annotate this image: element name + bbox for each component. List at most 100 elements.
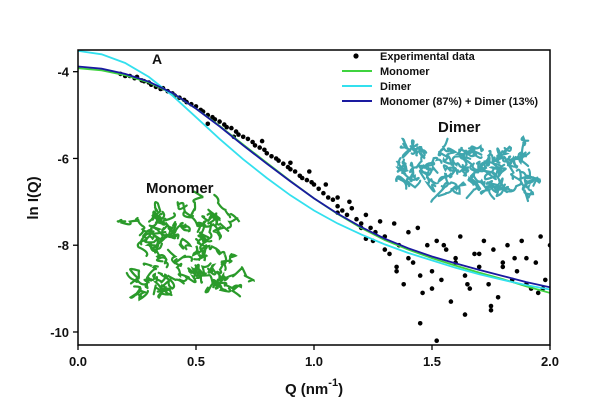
experimental-point [335, 203, 340, 209]
experimental-point [415, 225, 421, 231]
dimer-structure-image [395, 135, 542, 203]
x-axis-title-superscript: -1 [328, 377, 338, 389]
experimental-point [257, 145, 263, 150]
experimental-point [316, 186, 322, 192]
experimental-point [394, 269, 399, 274]
experimental-point [335, 195, 340, 200]
experimental-point [368, 225, 373, 231]
experimental-point [262, 147, 267, 153]
experimental-point [519, 238, 524, 244]
experimental-point [382, 247, 388, 252]
experimental-point [535, 290, 541, 296]
experimental-point [394, 264, 399, 270]
y-tick-label: -6 [57, 151, 69, 166]
experimental-point [476, 251, 482, 257]
experimental-point [240, 134, 246, 140]
experimental-point [514, 269, 520, 274]
experimental-point [354, 216, 359, 222]
experimental-point [462, 273, 468, 278]
legend-entry: Experimental data [380, 51, 476, 63]
experimental-point [307, 169, 312, 174]
experimental-point [269, 154, 274, 159]
experimental-point [340, 208, 345, 213]
x-axis-title-close: ) [338, 381, 343, 398]
experimental-point [462, 312, 468, 317]
experimental-point [264, 151, 270, 156]
experimental-point [250, 139, 255, 145]
experimental-point [281, 161, 286, 166]
experimental-point [491, 247, 496, 252]
panel-label: A [152, 51, 162, 67]
x-axis: 0.0 0.5 1.0 1.5 2.0 [69, 345, 559, 369]
legend-entry: Monomer (87%) + Dimer (13%) [380, 96, 538, 108]
experimental-point [363, 212, 369, 218]
experimental-point [406, 229, 411, 235]
experimental-point [465, 282, 470, 287]
fit-lines [78, 50, 550, 294]
experimental-point [425, 242, 430, 248]
series-line-dimer [78, 50, 550, 291]
experimental-point [434, 338, 440, 344]
experimental-point [229, 125, 234, 131]
x-axis-title: Q (nm-1) [285, 377, 343, 398]
experimental-point [458, 234, 463, 239]
experimental-point [500, 264, 506, 270]
experimental-point [441, 242, 447, 248]
experimental-point [439, 277, 444, 283]
experimental-point [304, 177, 310, 183]
experimental-point [401, 282, 407, 287]
experimental-point [495, 295, 501, 300]
experimental-point [505, 242, 510, 248]
legend-marker [353, 53, 359, 59]
experimental-point [524, 255, 529, 261]
experimental-point [533, 260, 539, 265]
experimental-point [443, 247, 449, 252]
experimental-point [344, 212, 350, 218]
experimental-point [236, 132, 241, 137]
experimental-point [311, 182, 317, 187]
experimental-point [252, 143, 258, 148]
experimental-point [512, 255, 517, 261]
y-axis: -4 -6 -8 -10 [50, 65, 78, 340]
experimental-point [406, 255, 411, 261]
experimental-point [358, 221, 364, 226]
experimental-point [245, 136, 251, 142]
experimental-point [276, 158, 281, 163]
experimental-point [259, 138, 265, 144]
experimental-point [387, 251, 392, 257]
y-tick-label: -10 [50, 325, 69, 340]
x-tick-label: 1.5 [423, 354, 441, 369]
x-tick-label: 0.0 [69, 354, 87, 369]
experimental-point [321, 190, 326, 196]
experimental-point [410, 260, 416, 265]
experimental-point [299, 175, 305, 181]
experimental-point [323, 182, 329, 187]
experimental-point [292, 169, 298, 174]
experimental-point [391, 221, 397, 226]
experimental-point [488, 303, 494, 309]
legend: Experimental data Monomer Dimer Monomer (87… [342, 51, 538, 108]
experimental-point [481, 238, 487, 244]
experimental-point [476, 264, 482, 270]
experimental-point [330, 197, 336, 202]
experimental-point [224, 124, 229, 130]
experimental-point [420, 290, 425, 296]
experimental-point [538, 234, 543, 239]
monomer-structure-image [116, 190, 255, 302]
experimental-point [288, 167, 293, 172]
experimental-point [205, 121, 211, 127]
experimental-point [325, 195, 331, 200]
y-tick-label: -8 [57, 238, 69, 253]
y-axis-title: ln I(Q) [25, 176, 42, 219]
experimental-point [453, 255, 458, 261]
experimental-point [429, 286, 435, 291]
experimental-point [543, 277, 548, 283]
monomer-annotation: Monomer [146, 180, 214, 197]
legend-entry: Dimer [380, 81, 412, 93]
experimental-point [472, 251, 477, 257]
dimer-annotation: Dimer [438, 119, 481, 136]
x-tick-label: 2.0 [541, 354, 559, 369]
experimental-point [434, 238, 440, 244]
series-line-monomer [78, 65, 550, 289]
